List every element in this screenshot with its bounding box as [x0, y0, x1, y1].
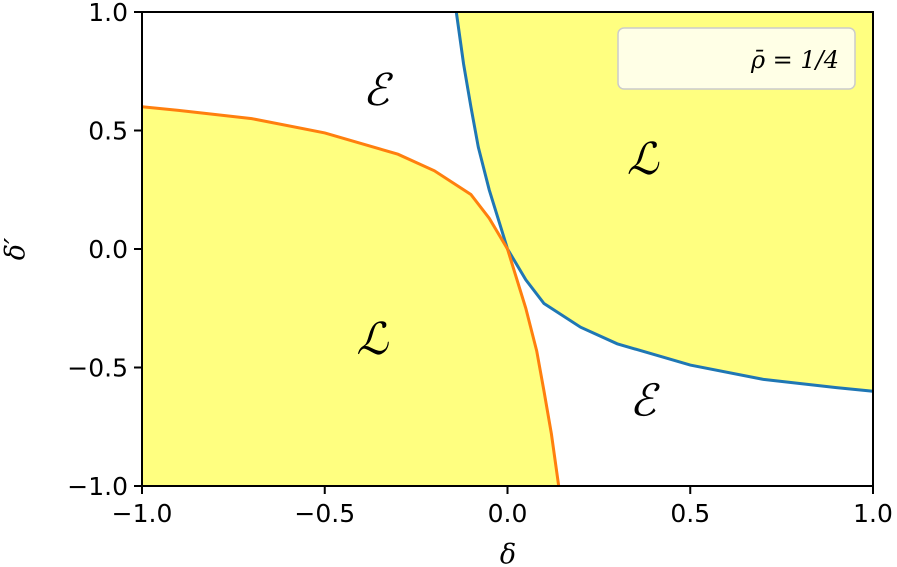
legend-text: ρ̄ = 1/4	[750, 46, 839, 74]
x-tick-label-3: 0.5	[670, 499, 710, 528]
y-axis-label: δ′	[0, 238, 31, 260]
region-label-unfilled-3: ℰ	[629, 376, 660, 427]
x-tick-label-0: −1.0	[112, 499, 173, 528]
lower-left-filled-region	[142, 106, 559, 487]
region-label-filled-1: ℒ	[356, 314, 389, 365]
x-axis-ticks: −1.0 −0.5 0.0 0.5 1.0	[112, 486, 893, 528]
y-tick-label-4: 1.0	[88, 0, 128, 27]
y-axis-ticks: −1.0 −0.5 0.0 0.5 1.0	[67, 0, 142, 501]
x-tick-label-2: 0.0	[488, 499, 528, 528]
x-axis-label: δ	[500, 539, 516, 567]
y-tick-label-0: −1.0	[67, 472, 128, 501]
y-tick-label-1: −0.5	[67, 354, 128, 383]
x-tick-label-4: 1.0	[853, 499, 893, 528]
x-tick-label-1: −0.5	[294, 499, 355, 528]
legend-box	[617, 27, 856, 90]
blue-boundary-curve	[454, 11, 874, 393]
orange-boundary-curve	[141, 105, 561, 487]
legend: ρ̄ = 1/4	[617, 27, 856, 90]
region-label-unfilled-2: ℰ	[363, 65, 394, 116]
y-tick-label-2: 0.0	[88, 235, 128, 264]
y-tick-label-3: 0.5	[88, 117, 128, 146]
region-labels: ℒ ℒ ℰ ℰ	[356, 65, 660, 426]
plot-area: ℒ ℒ ℰ ℰ	[141, 11, 874, 487]
upper-right-filled-region	[456, 12, 873, 392]
region-label-filled-0: ℒ	[627, 134, 660, 185]
